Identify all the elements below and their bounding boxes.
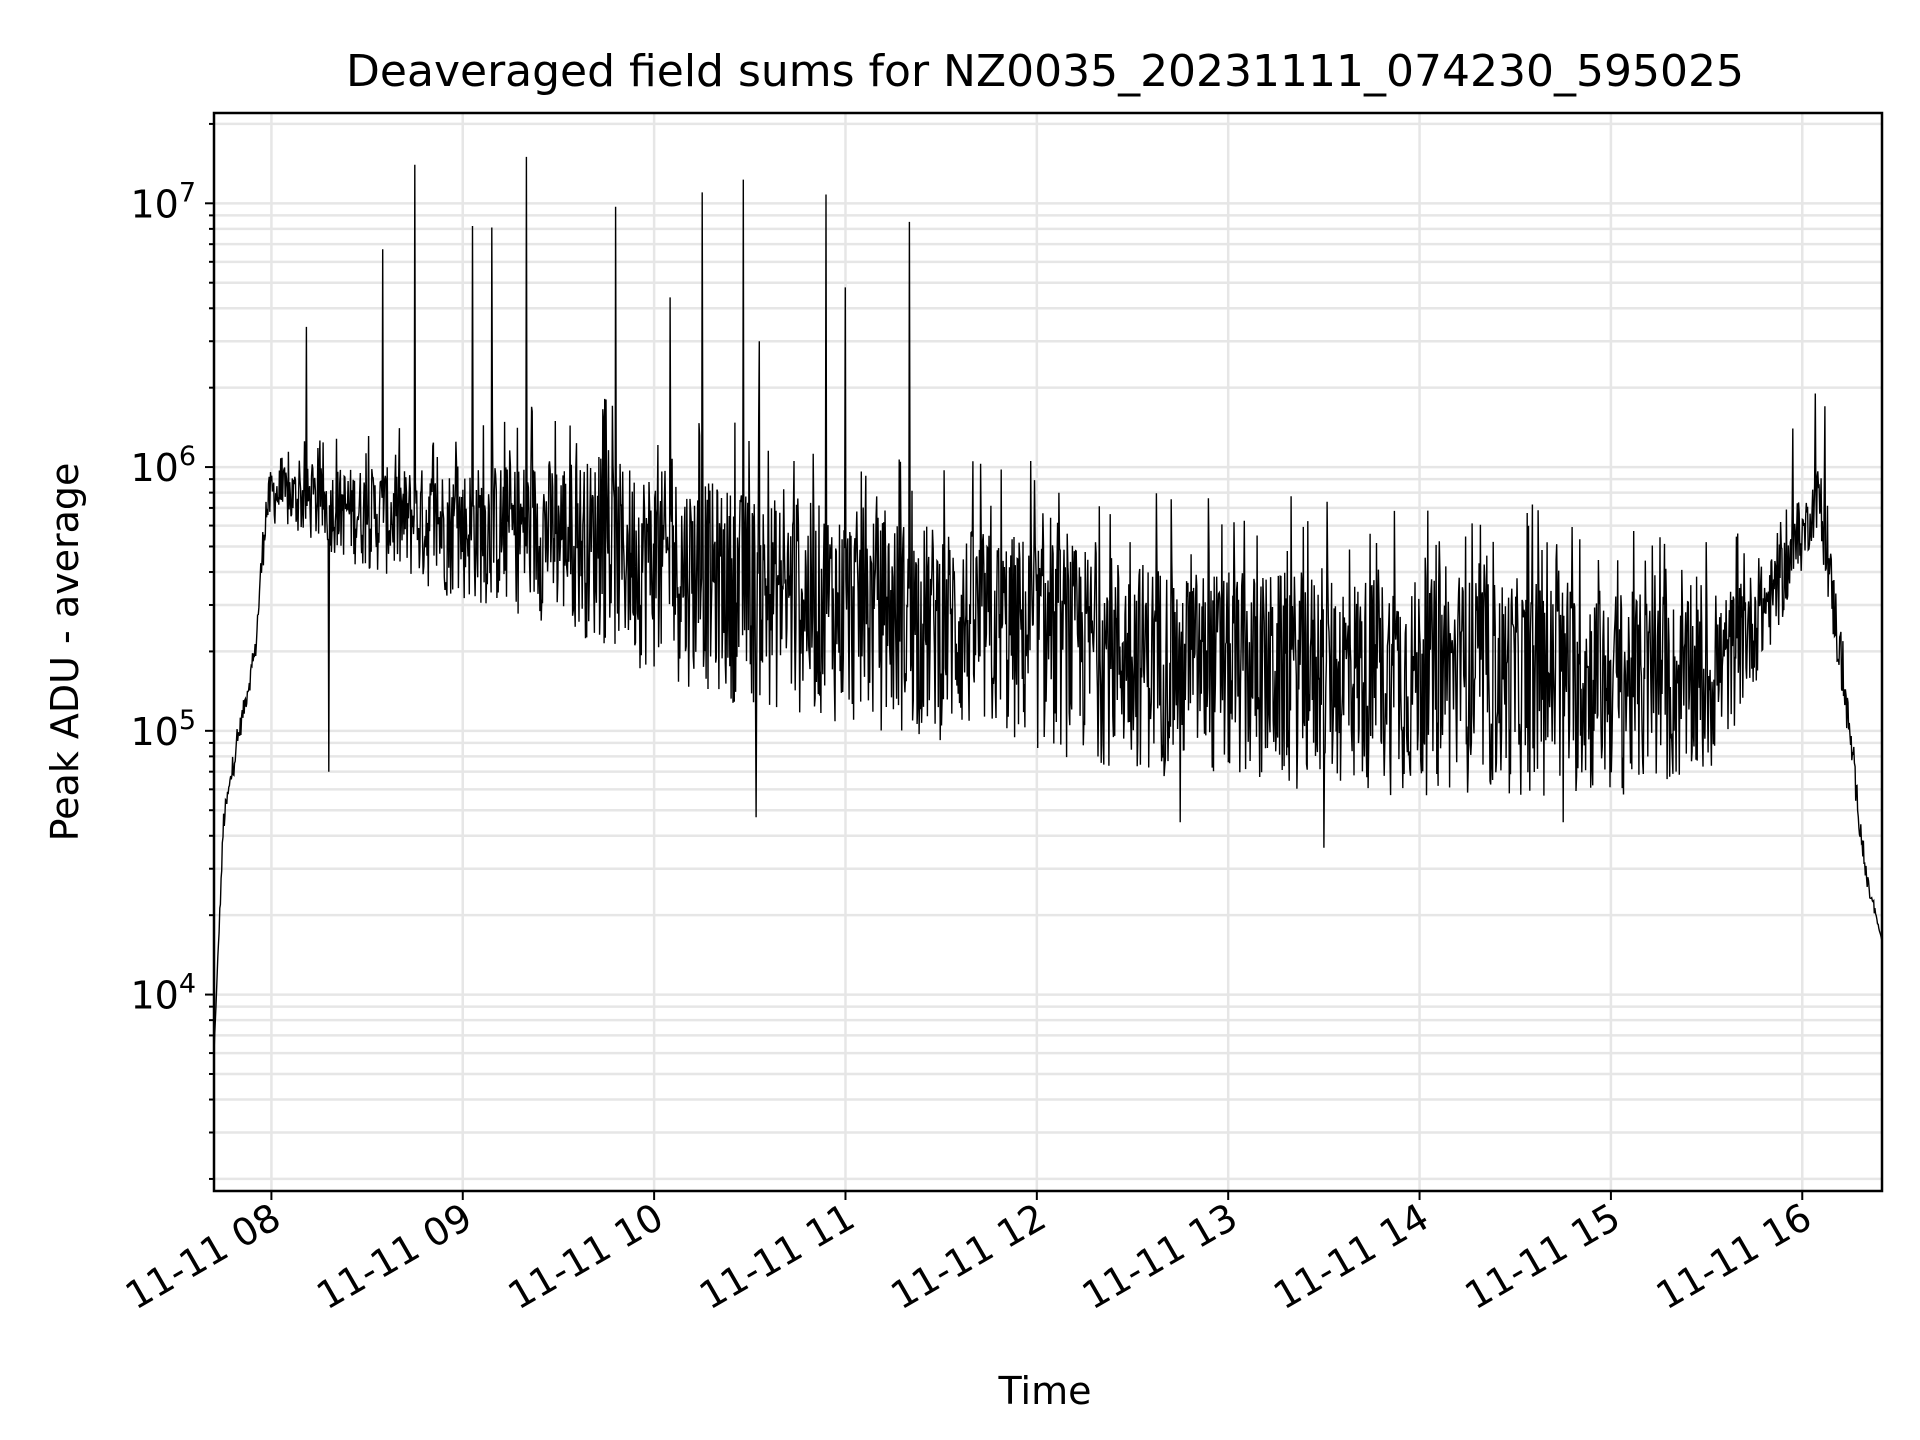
x-axis-label: Time bbox=[998, 1369, 1092, 1413]
y-tick-label: 104 bbox=[130, 969, 196, 1018]
y-axis-label: Peak ADU - average bbox=[43, 463, 87, 842]
x-axis: 11-11 08 11-11 09 11-11 10 11-11 11 11-11 12… bbox=[118, 1191, 1819, 1318]
y-axis: 104 105 106 107 bbox=[130, 122, 214, 1180]
y-tick-label: 106 bbox=[130, 441, 196, 490]
chart-title: Deaveraged field sums for NZ0035_2023111… bbox=[346, 46, 1744, 97]
x-tick-label: 11-11 11 bbox=[692, 1195, 862, 1319]
y-tick-label: 107 bbox=[130, 177, 196, 226]
y-tick-label: 105 bbox=[130, 705, 196, 754]
x-tick-label: 11-11 15 bbox=[1457, 1195, 1627, 1319]
x-tick-label: 11-11 09 bbox=[309, 1195, 479, 1319]
x-tick-label: 11-11 08 bbox=[118, 1195, 288, 1319]
grid bbox=[214, 113, 1882, 1191]
x-tick-label: 11-11 12 bbox=[883, 1195, 1053, 1319]
x-tick-label: 11-11 13 bbox=[1075, 1195, 1245, 1319]
x-tick-label: 11-11 16 bbox=[1649, 1195, 1819, 1319]
x-tick-label: 11-11 10 bbox=[501, 1195, 671, 1319]
x-tick-label: 11-11 14 bbox=[1266, 1195, 1436, 1319]
series-line bbox=[213, 156, 1883, 1054]
